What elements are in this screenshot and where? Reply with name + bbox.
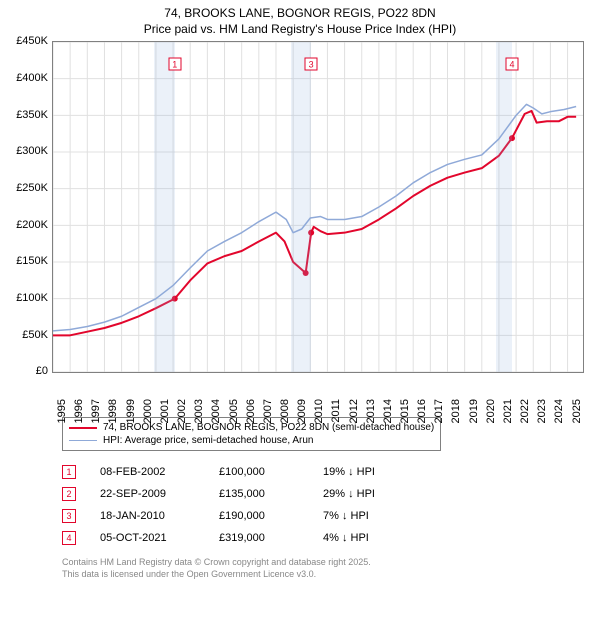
legend-swatch bbox=[69, 427, 97, 429]
x-tick-label: 1995 bbox=[56, 399, 68, 423]
y-tick-label: £0 bbox=[36, 365, 48, 377]
sales-diff: 19% ↓ HPI bbox=[323, 466, 403, 478]
x-tick-label: 1999 bbox=[125, 399, 137, 423]
y-tick-label: £200K bbox=[16, 219, 48, 231]
title-block: 74, BROOKS LANE, BOGNOR REGIS, PO22 8DN … bbox=[8, 6, 592, 37]
chart-container: 74, BROOKS LANE, BOGNOR REGIS, PO22 8DN … bbox=[0, 0, 600, 620]
x-tick-label: 2015 bbox=[399, 399, 411, 423]
sales-date: 08-FEB-2002 bbox=[100, 466, 195, 478]
x-tick-label: 2018 bbox=[450, 399, 462, 423]
sales-date: 22-SEP-2009 bbox=[100, 488, 195, 500]
y-tick-label: £400K bbox=[16, 72, 48, 84]
x-tick-label: 2022 bbox=[519, 399, 531, 423]
sales-row: 1 08-FEB-2002 £100,000 19% ↓ HPI bbox=[62, 461, 592, 483]
y-tick-label: £100K bbox=[16, 292, 48, 304]
legend-row: HPI: Average price, semi-detached house,… bbox=[69, 434, 434, 447]
sales-diff: 29% ↓ HPI bbox=[323, 488, 403, 500]
sales-date: 05-OCT-2021 bbox=[100, 532, 195, 544]
sales-date: 18-JAN-2010 bbox=[100, 510, 195, 522]
x-tick-label: 2012 bbox=[348, 399, 360, 423]
sales-price: £190,000 bbox=[219, 510, 299, 522]
x-tick-label: 2021 bbox=[502, 399, 514, 423]
footer-line-1: Contains HM Land Registry data © Crown c… bbox=[62, 557, 592, 569]
x-tick-label: 1998 bbox=[107, 399, 119, 423]
sale-marker-3: 3 bbox=[305, 58, 318, 71]
x-tick-label: 2025 bbox=[571, 399, 583, 423]
x-tick-label: 2007 bbox=[262, 399, 274, 423]
x-tick-label: 1996 bbox=[73, 399, 85, 423]
x-tick-label: 2016 bbox=[416, 399, 428, 423]
sales-row: 4 05-OCT-2021 £319,000 4% ↓ HPI bbox=[62, 527, 592, 549]
x-tick-label: 2001 bbox=[159, 399, 171, 423]
y-tick-label: £150K bbox=[16, 255, 48, 267]
sales-marker: 2 bbox=[62, 487, 76, 501]
x-tick-label: 2002 bbox=[176, 399, 188, 423]
x-axis-labels: 1995199619971998199920002001200220032004… bbox=[52, 373, 584, 411]
sales-marker: 3 bbox=[62, 509, 76, 523]
sale-marker-4: 4 bbox=[505, 58, 518, 71]
legend-swatch bbox=[69, 440, 97, 441]
footer: Contains HM Land Registry data © Crown c… bbox=[62, 557, 592, 580]
sales-diff: 4% ↓ HPI bbox=[323, 532, 403, 544]
sales-price: £135,000 bbox=[219, 488, 299, 500]
chart-area: £0£50K£100K£150K£200K£250K£300K£350K£400… bbox=[52, 41, 584, 411]
x-tick-label: 2009 bbox=[296, 399, 308, 423]
x-tick-label: 2010 bbox=[313, 399, 325, 423]
sales-marker: 4 bbox=[62, 531, 76, 545]
shade-band bbox=[154, 42, 175, 372]
shade-band bbox=[291, 42, 311, 372]
title-line-1: 74, BROOKS LANE, BOGNOR REGIS, PO22 8DN bbox=[8, 6, 592, 22]
x-tick-label: 2006 bbox=[245, 399, 257, 423]
y-tick-label: £350K bbox=[16, 109, 48, 121]
x-tick-label: 2000 bbox=[142, 399, 154, 423]
x-tick-label: 2011 bbox=[330, 399, 342, 423]
x-tick-label: 2004 bbox=[210, 399, 222, 423]
x-tick-label: 2005 bbox=[228, 399, 240, 423]
title-line-2: Price paid vs. HM Land Registry's House … bbox=[8, 22, 592, 38]
sales-table: 1 08-FEB-2002 £100,000 19% ↓ HPI 2 22-SEP-200… bbox=[62, 461, 592, 549]
sales-diff: 7% ↓ HPI bbox=[323, 510, 403, 522]
legend-label: HPI: Average price, semi-detached house,… bbox=[103, 435, 314, 446]
footer-line-2: This data is licensed under the Open Gov… bbox=[62, 569, 592, 581]
sale-marker-1: 1 bbox=[168, 58, 181, 71]
y-tick-label: £300K bbox=[16, 145, 48, 157]
x-tick-label: 2023 bbox=[536, 399, 548, 423]
x-tick-label: 2014 bbox=[382, 399, 394, 423]
x-tick-label: 2024 bbox=[553, 399, 565, 423]
x-tick-label: 2017 bbox=[433, 399, 445, 423]
sales-marker: 1 bbox=[62, 465, 76, 479]
x-tick-label: 2013 bbox=[365, 399, 377, 423]
shade-band bbox=[496, 42, 512, 372]
x-tick-label: 2019 bbox=[468, 399, 480, 423]
x-tick-label: 2020 bbox=[485, 399, 497, 423]
y-tick-label: £250K bbox=[16, 182, 48, 194]
y-tick-label: £450K bbox=[16, 35, 48, 47]
sales-row: 2 22-SEP-2009 £135,000 29% ↓ HPI bbox=[62, 483, 592, 505]
sales-price: £100,000 bbox=[219, 466, 299, 478]
x-tick-label: 1997 bbox=[90, 399, 102, 423]
legend-label: 74, BROOKS LANE, BOGNOR REGIS, PO22 8DN … bbox=[103, 422, 434, 433]
y-tick-label: £50K bbox=[22, 329, 48, 341]
sales-row: 3 18-JAN-2010 £190,000 7% ↓ HPI bbox=[62, 505, 592, 527]
x-tick-label: 2003 bbox=[193, 399, 205, 423]
x-tick-label: 2008 bbox=[279, 399, 291, 423]
plot-area: 1 3 4 bbox=[52, 41, 584, 373]
sales-price: £319,000 bbox=[219, 532, 299, 544]
